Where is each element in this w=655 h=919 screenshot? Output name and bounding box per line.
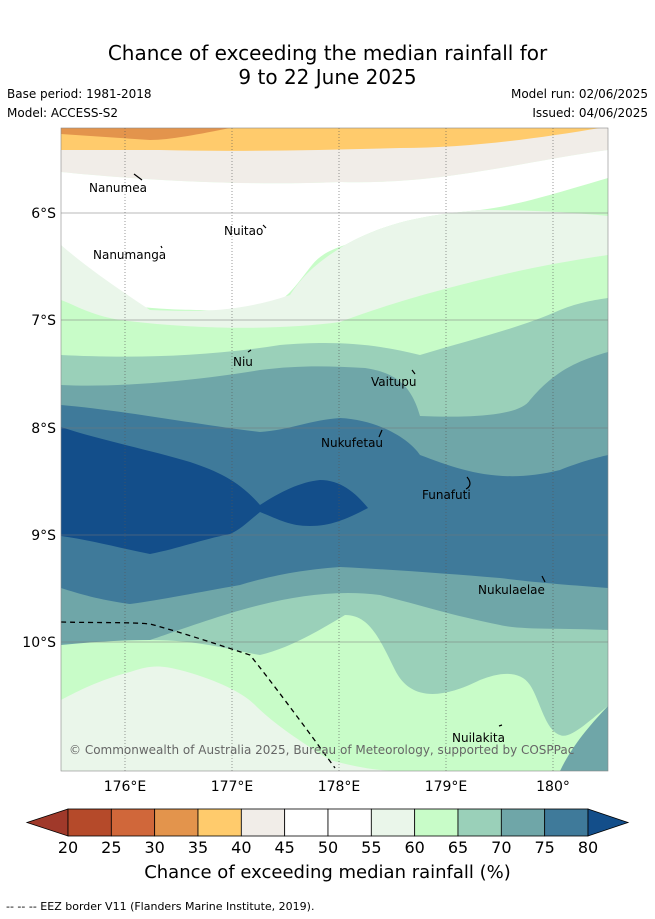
colorbar-segment bbox=[67, 808, 112, 837]
colorbar-tick-label: 25 bbox=[101, 838, 122, 857]
colorbar-segment bbox=[284, 808, 329, 837]
colorbar-extend-low bbox=[25, 808, 69, 837]
colorbar-segment bbox=[500, 808, 546, 837]
colorbar-segment bbox=[110, 808, 156, 837]
eez-border bbox=[60, 621, 336, 769]
colorbar-tick-label: 65 bbox=[447, 838, 469, 857]
place-label-niu: Niu bbox=[233, 355, 253, 369]
colorbar-segment bbox=[544, 808, 589, 837]
island-niu bbox=[247, 349, 252, 353]
colorbar-segment bbox=[370, 808, 416, 837]
eez-footnote: -- -- -- EEZ border V11 (Flanders Marine… bbox=[6, 900, 315, 913]
band-30-35 bbox=[61, 128, 230, 140]
island-funafuti bbox=[465, 476, 471, 490]
colorbar-extend-high bbox=[587, 808, 630, 837]
probability-bands bbox=[61, 128, 608, 771]
model-name: Model: ACCESS-S2 bbox=[7, 106, 119, 120]
lat-label-7s: 7°S bbox=[31, 313, 56, 329]
band-55-60 bbox=[61, 210, 608, 328]
place-label-nanumanga: Nanumanga bbox=[93, 248, 166, 262]
island-nanumanga bbox=[160, 245, 163, 249]
band-45-55 bbox=[61, 150, 608, 311]
lon-gridlines bbox=[124, 128, 554, 771]
colorbar-segment bbox=[327, 808, 372, 837]
colorbar-tick-label: 45 bbox=[274, 838, 295, 857]
colorbar-tick-label: 60 bbox=[404, 838, 425, 857]
colorbar-tick-label: 70 bbox=[491, 838, 512, 857]
issued-date: Issued: 04/06/2025 bbox=[532, 106, 648, 120]
colorbar-segment bbox=[154, 808, 199, 837]
colorbar-segment bbox=[457, 808, 502, 837]
island-nukulaelae bbox=[541, 575, 546, 583]
colorbar-tick-label: 75 bbox=[534, 838, 555, 857]
place-label-nukufetau: Nukufetau bbox=[321, 436, 383, 450]
colorbar-segment bbox=[240, 808, 286, 837]
island-nukufetau bbox=[378, 429, 383, 438]
base-period: Base period: 1981-2018 bbox=[7, 87, 152, 101]
lon-label-179e: 179°E bbox=[425, 779, 468, 795]
colorbar-tick-label: 55 bbox=[361, 838, 382, 857]
lat-label-8s: 8°S bbox=[31, 421, 56, 437]
colorbar-title: Chance of exceeding median rainfall (%) bbox=[144, 862, 511, 883]
colorbar bbox=[25, 808, 630, 837]
map-frame bbox=[60, 127, 609, 772]
place-label-funafuti: Funafuti bbox=[422, 488, 471, 502]
lat-label-9s: 9°S bbox=[31, 528, 56, 544]
colorbar-tick-label: 30 bbox=[144, 838, 165, 857]
colorbar-segment bbox=[197, 808, 242, 837]
place-label-nuilakita: Nuilakita bbox=[452, 731, 505, 745]
place-label-vaitupu: Vaitupu bbox=[371, 375, 417, 389]
model-run: Model run: 02/06/2025 bbox=[510, 87, 648, 101]
lat-label-6s: 6°S bbox=[31, 206, 56, 222]
island-nanumea bbox=[133, 173, 143, 181]
place-label-nuitao: Nuitao bbox=[224, 224, 263, 238]
colorbar-tick-label: 80 bbox=[577, 838, 599, 857]
lon-label-176e: 176°E bbox=[104, 779, 147, 795]
island-nuilakita bbox=[498, 724, 503, 727]
lon-label-178e: 178°E bbox=[318, 779, 361, 795]
colorbar-tick-label: 35 bbox=[187, 838, 209, 857]
band-80-plus bbox=[61, 427, 368, 554]
band-55-60-lower bbox=[61, 666, 400, 771]
lon-label-180: 180° bbox=[536, 779, 570, 795]
map-title-line2: 9 to 22 June 2025 bbox=[238, 65, 417, 89]
lat-gridlines bbox=[61, 212, 608, 643]
island-vaitupu bbox=[411, 369, 416, 375]
map-title-line1: Chance of exceeding the median rainfall … bbox=[107, 41, 548, 65]
colorbar-tick-label: 50 bbox=[317, 838, 339, 857]
island-marks bbox=[133, 173, 546, 727]
place-label-nukulaelae: Nukulaelae bbox=[478, 583, 545, 597]
colorbar-tick-label: 40 bbox=[231, 838, 252, 857]
band-70-75-lower bbox=[560, 706, 608, 771]
lat-label-10s: 10°S bbox=[22, 635, 56, 651]
colorbar-segment bbox=[414, 808, 459, 837]
map-copyright: © Commonwealth of Australia 2025, Bureau… bbox=[69, 743, 574, 757]
colorbar-tick-label: 20 bbox=[57, 838, 79, 857]
lon-label-177e: 177°E bbox=[211, 779, 254, 795]
island-nuitao bbox=[262, 224, 267, 229]
place-label-nanumea: Nanumea bbox=[89, 181, 147, 195]
